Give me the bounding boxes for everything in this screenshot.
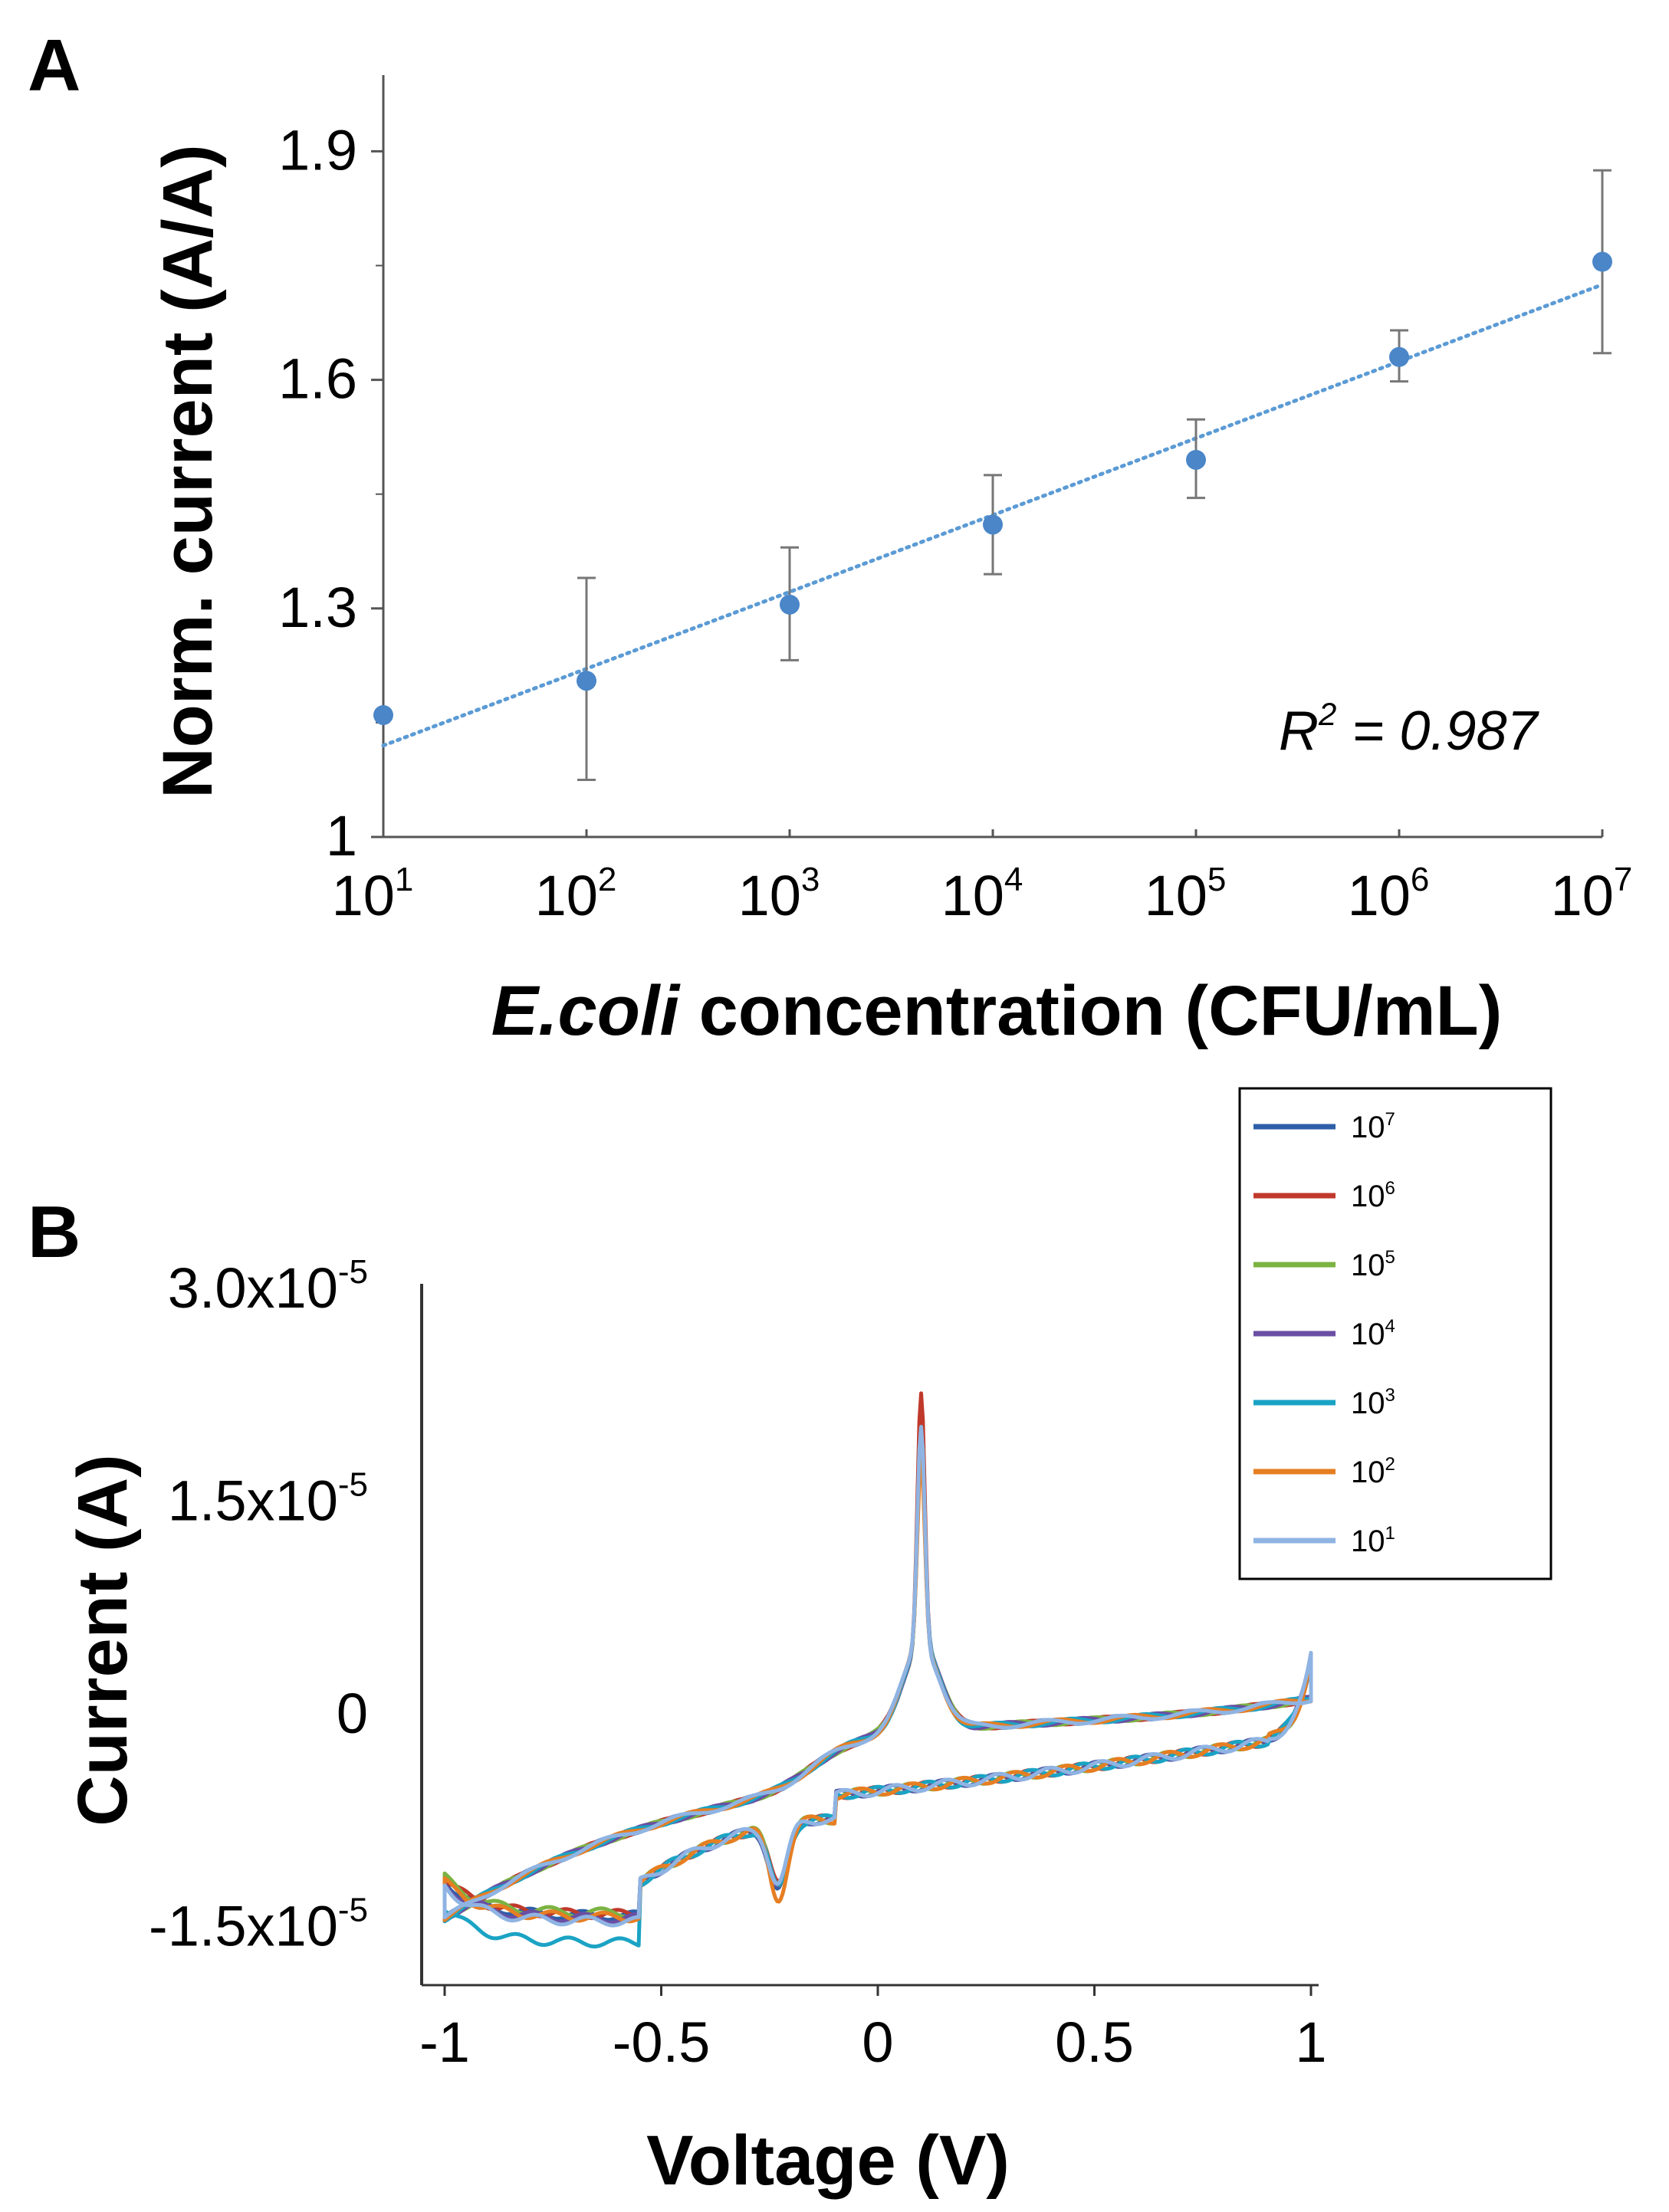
panel-b-legend-label: 103 [1351,1385,1395,1420]
panel-b-x-ticks: -1 -0.5 0 0.5 1 [419,1985,1327,2074]
panel-a-label: A [28,25,80,107]
panel-b-y-tick-label: 0 [337,1682,368,1745]
panel-b-legend-label: 104 [1351,1316,1395,1351]
panel-b-cv-curve-10e3 [442,1449,1313,1949]
panel-a-data-point [577,671,596,691]
panel-a-y-tick-label: 1.3 [278,576,357,639]
panel-a-x-tick-label: 102 [535,861,617,927]
panel-b-x-tick-label: -1 [419,2010,470,2074]
panel-a-x-ticks: 101 102 103 104 105 106 107 [332,829,1633,927]
panel-a-x-axis-title-rest: concentration (CFU/mL) [679,972,1502,1050]
panel-b-x-tick-label: 1 [1295,2010,1326,2074]
panel-a-y-axis-title: Norm. current (A/A) [149,144,227,799]
panel-b-x-axis-title: Voltage (V) [646,2122,1010,2200]
panel-a-y-tick-label: 1.9 [278,118,357,182]
panel-b-cv-curve-10e1 [442,1425,1313,1928]
panel-a-y-ticks: 1 1.3 1.6 1.9 [278,118,383,868]
panel-a-data-points [373,251,1612,725]
panel-a-data-point [373,704,393,725]
panel-b-legend-label: 105 [1351,1247,1395,1282]
panel-b-cv-curves [442,1391,1313,1949]
panel-b-y-axis-title: Current (A) [64,1454,142,1826]
panel-a-data-point [1592,251,1612,272]
panel-b-legend-label: 107 [1351,1109,1395,1144]
panel-a-r2-exp: 2 [1318,696,1336,732]
panel-b-x-tick-label: 0 [862,2010,893,2074]
panel-b-legend: 107 106 105 104 103 102 101 [1238,1087,1552,1580]
panel-a-data-point [983,514,1003,535]
panel-b-cv-curve-10e6 [442,1391,1313,1921]
panel-a-r2-annotation: R2 = 0.987 [1279,696,1540,762]
panel-b-cv-curve-10e4 [442,1429,1313,1925]
panel-a-x-tick-label: 105 [1145,861,1227,927]
panel-b-cv-curve-10e5 [442,1426,1313,1920]
panel-a-y-tick-label: 1 [326,804,357,868]
panel-b-x-tick-label: 0.5 [1055,2010,1134,2074]
panel-b-y-ticks: 3.0x10-5 1.5x10-5 0 -1.5x10-5 [149,1253,368,1958]
panel-a-x-tick-label: 106 [1348,861,1430,927]
panel-b-label: B [28,1191,80,1273]
panel-b-legend-label: 101 [1351,1523,1395,1558]
panel-a-r2-base: R [1279,701,1319,762]
panel-b-y-tick-label: 3.0x10-5 [168,1253,368,1320]
panel-a-x-axis-title: E.coli concentration (CFU/mL) [491,972,1503,1050]
panel-a-x-tick-label: 104 [941,861,1023,927]
panel-a-data-point [1186,449,1206,470]
panel-a-data-point [1389,346,1409,367]
panel-a-data-point [780,594,800,615]
panel-a-x-tick-label: 101 [332,861,414,927]
panel-b-y-tick-label: -1.5x10-5 [149,1892,368,1958]
panel-a-y-tick-label: 1.6 [278,347,357,411]
panel-a-x-tick-label: 103 [738,861,820,927]
panel-a-x-tick-label: 107 [1551,861,1633,927]
panel-a-r2-rest: = 0.987 [1336,701,1539,762]
panel-a-x-axis-title-italic: E.coli [491,972,682,1050]
panel-b-x-tick-label: -0.5 [613,2010,711,2074]
panel-a-chart: A 1 1.3 1.6 1.9 101 102 103 104 105 106 107 R2 = … [28,25,1632,1050]
panel-b-legend-label: 102 [1351,1454,1395,1489]
panel-b-y-tick-label: 1.5x10-5 [168,1466,368,1533]
panel-b-legend-label: 106 [1351,1178,1395,1213]
panel-b-chart: B 3.0x10-5 1.5x10-5 0 -1.5x10-5 -1 -0.5 0 0.5 1… [28,1087,1552,2200]
